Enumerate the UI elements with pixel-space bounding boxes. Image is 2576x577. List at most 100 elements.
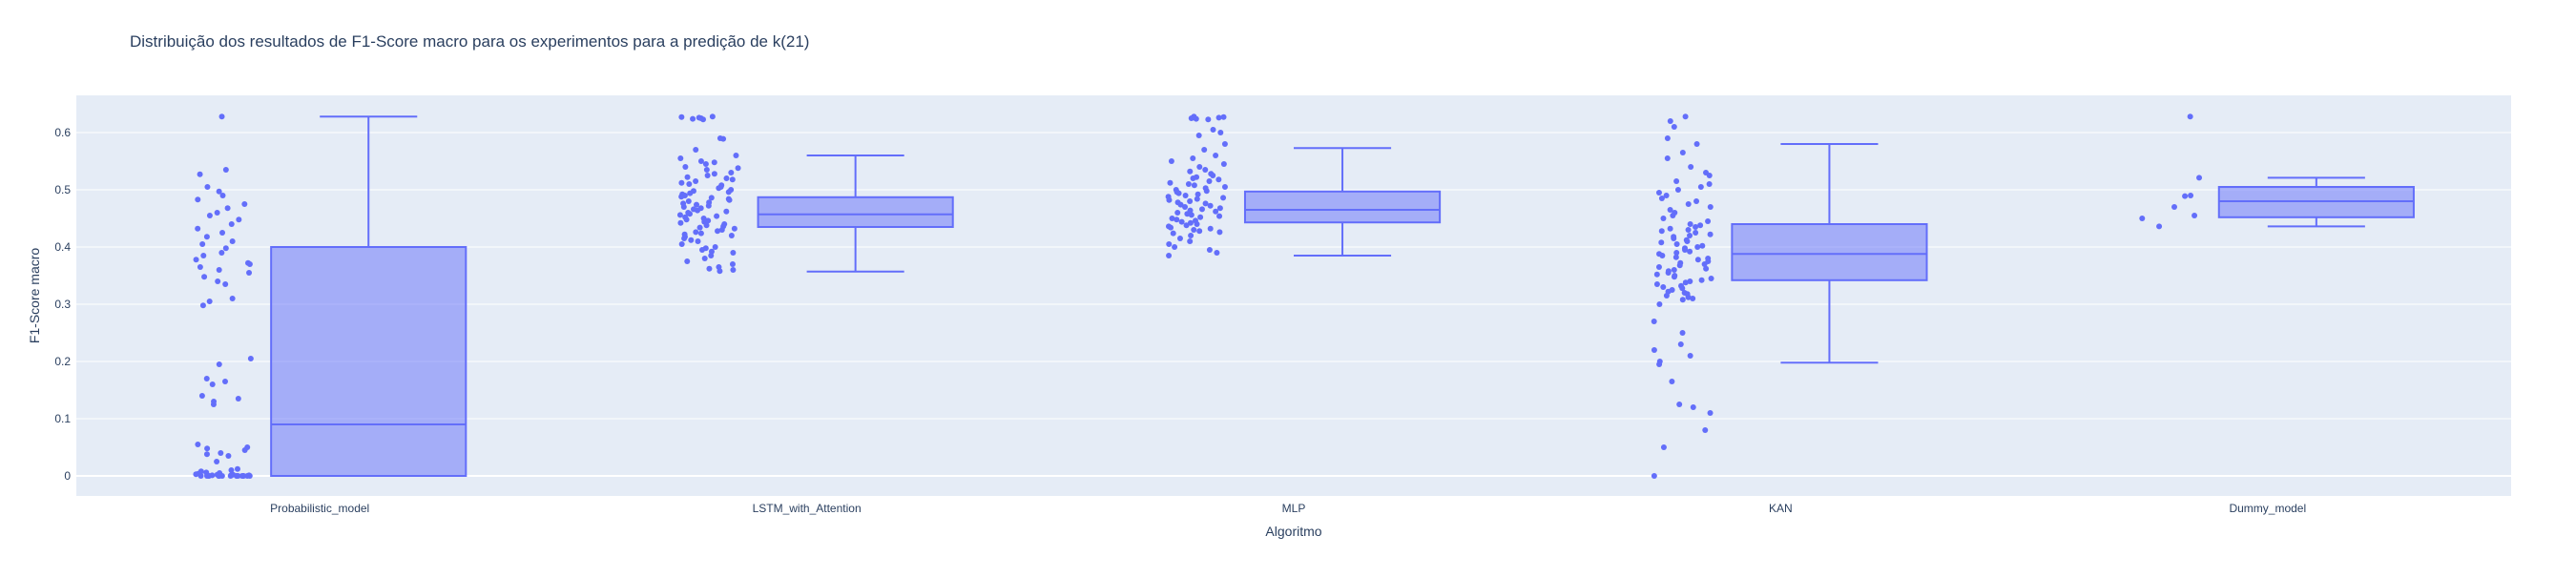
box-rect [270,246,467,477]
data-point [686,181,693,187]
data-point [229,238,236,244]
data-point [1669,379,1675,384]
data-point [1193,115,1199,122]
data-point [1660,284,1667,290]
y-tick-label: 0.4 [54,240,71,254]
data-point [1203,188,1210,195]
data-point [195,196,201,203]
data-point [1190,175,1196,181]
data-point [199,302,206,309]
data-point [2171,204,2178,210]
data-point [1167,179,1174,186]
y-tick-labels: 0 0.1 0.2 0.3 0.4 0.5 0.6 [54,126,71,483]
plot-area [76,95,2511,496]
data-point [203,234,210,240]
data-point [680,204,687,210]
data-point [704,173,711,178]
data-point [1679,285,1686,292]
data-point [1701,261,1708,267]
data-point [1679,150,1686,155]
box-rect [757,196,954,229]
data-point [695,238,701,244]
data-point [1166,241,1173,247]
data-point [216,473,222,479]
data-point [693,178,699,184]
data-point [206,213,213,218]
data-point [1191,182,1197,189]
data-point [203,451,210,458]
data-point [717,268,723,275]
data-point [681,236,688,241]
data-point [709,113,716,120]
points-LSTM_with_Attention [676,113,741,275]
data-point [1706,181,1713,187]
data-point [1207,202,1214,209]
data-point [715,228,721,235]
data-point [683,216,690,223]
data-point [725,189,732,196]
data-point [1671,236,1677,241]
data-point [1687,353,1693,359]
y-axis-label: F1-Score macro [27,248,42,344]
data-point [2156,223,2163,230]
data-point [1664,155,1671,161]
data-point [703,222,710,229]
data-point [723,175,730,181]
data-point [687,190,694,196]
data-point [728,170,735,175]
data-point [1679,297,1686,303]
data-point [224,205,231,212]
data-point [195,225,201,232]
data-point [1188,115,1195,121]
data-point [1176,236,1183,241]
data-point [200,253,207,258]
data-point [1693,141,1700,147]
data-point [222,379,229,384]
data-point [1166,196,1173,203]
data-point [209,381,216,387]
data-point [1651,347,1657,353]
data-point [735,165,741,172]
data-point [222,245,229,252]
data-point [702,161,709,167]
data-point [241,447,248,453]
data-point [235,396,241,402]
data-point [1673,241,1680,247]
data-point [1213,208,1219,215]
data-point [193,257,199,263]
data-point [697,158,704,164]
data-point [222,167,229,173]
data-point [1670,213,1676,218]
data-point [1676,262,1683,269]
y-tick-label: 0.6 [54,126,71,139]
data-point [210,402,217,407]
data-point [678,113,685,120]
data-point [234,465,240,472]
data-point [218,113,225,120]
data-point [1673,250,1680,256]
data-point [1687,278,1693,284]
data-point [236,216,242,223]
data-point [1682,279,1689,286]
data-point [1708,276,1714,281]
y-tick-label: 0 [64,469,71,483]
data-point [228,467,235,473]
data-point [1663,193,1670,198]
data-point [714,213,720,219]
data-point [708,195,715,201]
data-point [1177,201,1184,208]
data-point [225,453,232,459]
data-point [711,171,717,177]
data-point [247,356,254,361]
data-point [1191,227,1197,233]
data-point [1197,214,1204,220]
data-point [218,250,225,256]
data-point [1188,233,1195,238]
data-point [193,471,199,478]
data-point [703,167,710,173]
data-point [696,224,703,231]
chart-title: Distribuição dos resultados de F1-Score … [130,32,809,51]
data-point [204,445,211,452]
data-point [229,296,236,301]
